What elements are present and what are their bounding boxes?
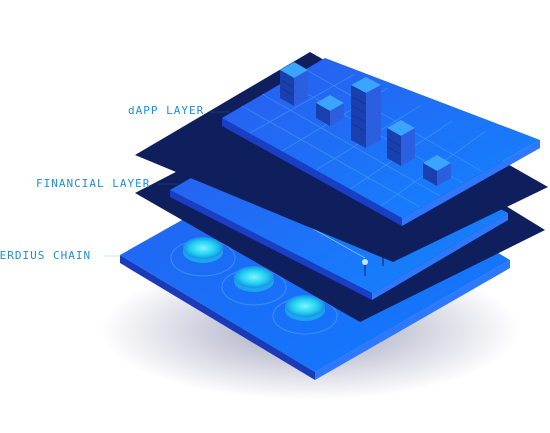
dapp-building-3 [351, 77, 381, 148]
building-windows [280, 79, 401, 155]
chain-pad-3 [272, 295, 338, 335]
dapp-layer [222, 58, 540, 226]
dapp-building-2 [316, 95, 344, 126]
chain-pad-1 [170, 237, 236, 277]
dapp-building-4 [387, 120, 415, 166]
financial-layer-label: FINANCIAL LAYER [36, 177, 151, 190]
dapp-building-1 [280, 62, 308, 106]
herdius-chain-label: HERDIUS CHAIN [0, 249, 92, 262]
chain-pad-2 [221, 266, 287, 306]
label-leaders [104, 111, 230, 257]
dapp-building-5 [423, 155, 451, 186]
dapp-layer-label: dAPP LAYER [128, 104, 205, 117]
